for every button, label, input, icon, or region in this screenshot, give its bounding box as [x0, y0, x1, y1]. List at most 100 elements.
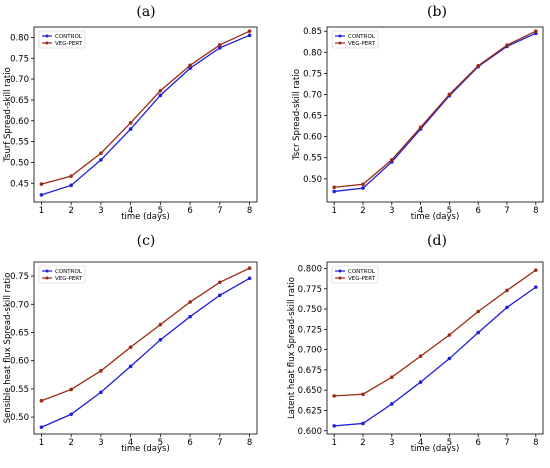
legend-marker — [338, 34, 342, 38]
legend-marker — [45, 269, 49, 273]
data-point-control — [332, 189, 337, 194]
data-point-veg-pert — [247, 29, 252, 33]
panel-label: (b) — [427, 4, 447, 20]
y-tick-label: 0.70 — [10, 300, 29, 310]
y-tick-label: 0.65 — [10, 96, 29, 106]
data-point-veg-pert — [418, 354, 423, 358]
data-point-veg-pert — [534, 268, 538, 272]
data-point-control — [218, 293, 222, 298]
x-tick-label: 5 — [447, 438, 452, 448]
legend-label: CONTROL — [55, 269, 83, 275]
data-point-control — [158, 93, 163, 98]
x-axis-label: time (days) — [121, 212, 170, 222]
y-tick-label: 0.55 — [10, 385, 29, 395]
plot-frame — [33, 261, 258, 435]
data-point-veg-pert — [158, 322, 163, 327]
data-point-control — [505, 305, 509, 310]
plot-frame — [326, 261, 544, 435]
data-point-veg-pert — [361, 182, 365, 187]
x-axis-label: time (days) — [411, 212, 460, 222]
x-tick-label: 2 — [360, 206, 365, 216]
series-line-control — [334, 32, 537, 193]
y-tick-label: 0.80 — [303, 48, 322, 58]
x-tick-label: 8 — [533, 206, 538, 216]
data-point-veg-pert — [390, 158, 394, 162]
x-tick-label: 5 — [447, 206, 452, 216]
x-tick-label: 6 — [475, 438, 480, 448]
legend-label: CONTROL — [348, 269, 376, 275]
series-line-control — [41, 34, 250, 196]
y-tick-label: 0.700 — [298, 346, 322, 356]
plot-frame — [33, 26, 258, 203]
data-point-veg-pert — [332, 185, 337, 190]
y-tick-label: 0.50 — [303, 175, 322, 185]
x-axis-label: time (days) — [411, 444, 460, 454]
data-point-veg-pert — [476, 309, 481, 314]
data-point-veg-pert — [39, 182, 44, 186]
legend-label: VEG-PERT — [348, 41, 376, 47]
data-point-control — [158, 338, 163, 342]
x-tick-label: 8 — [247, 206, 252, 216]
data-point-veg-pert — [361, 392, 365, 397]
data-point-veg-pert — [418, 125, 423, 130]
legend-box — [38, 30, 86, 49]
x-tick-label: 1 — [331, 438, 336, 448]
y-tick-label: 0.65 — [303, 112, 322, 122]
x-tick-label: 1 — [39, 438, 44, 448]
data-point-veg-pert — [505, 43, 509, 47]
x-tick-label: 4 — [418, 206, 423, 216]
x-tick-label: 3 — [389, 206, 394, 216]
x-tick-label: 6 — [187, 206, 192, 216]
legend-label: VEG-PERT — [55, 276, 83, 282]
y-tick-label: 0.50 — [10, 158, 29, 168]
series-line-veg-pert — [334, 30, 537, 188]
x-tick-label: 8 — [247, 438, 252, 448]
x-tick-label: 5 — [158, 206, 163, 216]
y-tick-label: 0.70 — [303, 90, 322, 100]
legend-marker — [45, 34, 49, 38]
data-point-control — [99, 158, 103, 162]
series-line-veg-pert — [41, 267, 250, 402]
x-tick-label: 7 — [217, 206, 222, 216]
y-tick-label: 0.60 — [10, 117, 29, 127]
data-point-veg-pert — [188, 300, 192, 304]
data-point-control — [69, 183, 73, 188]
x-tick-label: 3 — [98, 438, 103, 448]
chart-panel-d: (d) 1 2 3 4 5 6 7 8 0.600 0.625 0.650 0.675 0.700 0.72… — [287, 233, 544, 454]
data-point-veg-pert — [99, 151, 103, 156]
x-tick-label: 8 — [533, 438, 538, 448]
x-tick-label: 4 — [418, 438, 423, 448]
data-point-control — [188, 66, 192, 71]
data-point-veg-pert — [188, 63, 192, 68]
y-tick-label: 0.80 — [10, 33, 29, 43]
x-tick-label: 7 — [504, 438, 509, 448]
x-tick-label: 6 — [475, 206, 480, 216]
y-tick-label: 0.750 — [298, 305, 322, 315]
data-point-control — [218, 46, 222, 50]
x-tick-label: 4 — [128, 206, 133, 216]
data-point-veg-pert — [447, 92, 452, 97]
data-point-veg-pert — [390, 375, 394, 380]
data-point-veg-pert — [218, 280, 222, 285]
x-tick-label: 2 — [360, 438, 365, 448]
x-tick-label: 5 — [158, 438, 163, 448]
legend-marker — [45, 276, 49, 280]
legend-marker — [338, 269, 342, 273]
data-point-control — [99, 390, 103, 395]
chart-panel-a: (a) 1 2 3 4 5 6 7 8 0.45 0.50 0.55 0.60 0.65 0.70 0.75 0… — [3, 4, 258, 222]
data-point-veg-pert — [69, 387, 73, 392]
y-tick-label: 0.85 — [303, 27, 322, 37]
x-tick-label: 2 — [68, 206, 73, 216]
y-tick-label: 0.675 — [298, 366, 322, 376]
data-point-veg-pert — [218, 43, 222, 47]
x-tick-label: 1 — [331, 206, 336, 216]
x-tick-label: 4 — [128, 438, 133, 448]
data-point-control — [247, 33, 252, 38]
y-axis-label: Latent heat flux Spread-skill ratio — [287, 277, 297, 419]
y-tick-label: 0.625 — [298, 406, 322, 416]
data-point-veg-pert — [476, 63, 481, 68]
